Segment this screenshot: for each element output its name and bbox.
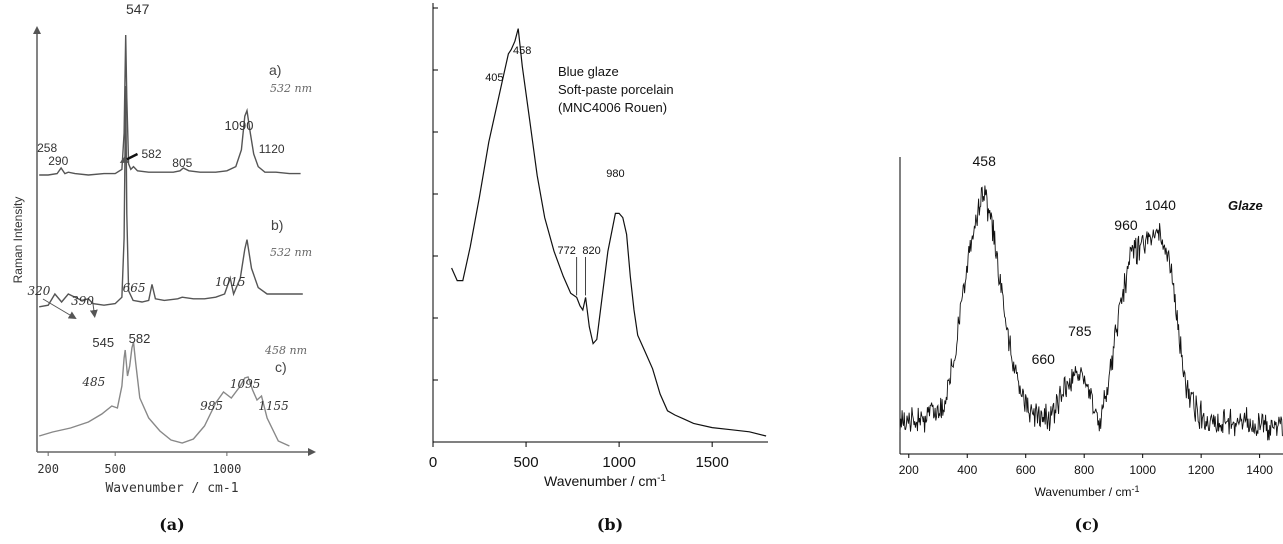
panel-a-series-c-wavelength: 458 nm xyxy=(264,344,307,357)
panel-a-x-tick-label: 1000 xyxy=(212,462,241,476)
panel-c-series-line xyxy=(899,185,1283,441)
panel-c-label: (c) xyxy=(1075,515,1100,534)
panel-a: 200 500 1000 Raman Intensity Wavenumber / … xyxy=(11,1,316,534)
panel-a-peak-label: 805 xyxy=(172,156,192,170)
panel-b-peak-label: 458 xyxy=(513,45,531,57)
panel-c-peak-label: 1040 xyxy=(1145,197,1176,213)
panel-b-peak-label: 980 xyxy=(606,168,624,180)
panel-b-x-tick-label: 500 xyxy=(514,454,539,471)
panel-c-x-tick-label: 800 xyxy=(1074,463,1094,477)
panel-c-peak-label: 785 xyxy=(1068,323,1092,339)
panel-a-series-1-line xyxy=(39,34,301,176)
panel-b-x-axis-label: Wavenumber / cm-1 xyxy=(544,473,666,489)
panel-a-peak-label: 582 xyxy=(141,147,161,161)
panel-a-peak-label: 1015 xyxy=(215,275,246,289)
panel-a-peak-label: 320 xyxy=(28,284,51,298)
panel-a-peak-label: 290 xyxy=(48,154,68,168)
panel-a-series-a-label: a) xyxy=(269,62,281,78)
panel-a-series-c-label: c) xyxy=(275,359,287,375)
panel-b-label: (b) xyxy=(597,515,623,534)
panel-a-y-axis-label: Raman Intensity xyxy=(11,197,25,284)
panel-a-peak-label: 1120 xyxy=(259,142,285,156)
panel-b-annotation-line1: Blue glaze xyxy=(558,64,619,79)
panel-a-peak-arrow xyxy=(89,300,98,318)
panel-a-peak-label: 1155 xyxy=(258,399,289,413)
panel-c-peak-label: 960 xyxy=(1114,217,1138,233)
panel-c-x-tick-label: 200 xyxy=(899,463,919,477)
panel-a-series-a-wavelength: 532 nm xyxy=(270,82,312,95)
panel-a-peak-label: 665 xyxy=(123,281,146,295)
panel-a-series-b-wavelength: 532 nm xyxy=(270,246,312,259)
panel-b-annotation-line3: (MNC4006 Rouen) xyxy=(558,100,667,115)
panel-a-peak-label: 1090 xyxy=(225,118,254,133)
panel-a-peak-arrow xyxy=(42,298,77,320)
panel-b-x-tick-label: 1000 xyxy=(602,454,635,471)
panel-a-series-3-line xyxy=(38,341,290,447)
panel-c-x-tick-label: 400 xyxy=(957,463,977,477)
panel-b-x-tick-label: 1500 xyxy=(695,454,728,471)
panel-a-x-tick-label: 200 xyxy=(37,462,59,476)
panel-a-label: (a) xyxy=(159,515,185,534)
panel-c-x-tick-label: 1200 xyxy=(1188,463,1215,477)
panel-a-peak-label: 985 xyxy=(200,399,223,413)
panel-a-peak-label: 582 xyxy=(129,331,151,346)
panel-a-x-tick-label: 500 xyxy=(104,462,126,476)
panel-a-peak-arrow xyxy=(119,152,139,164)
panel-a-x-axis-label: Wavenumber / cm-1 xyxy=(105,481,238,496)
panel-a-peak-label: 258 xyxy=(37,141,57,155)
panel-a-peak-label: 547 xyxy=(126,1,150,17)
panel-c-x-tick-label: 600 xyxy=(1016,463,1036,477)
panel-a-peak-label: 545 xyxy=(92,335,114,350)
panel-c-x-tick-label: 1400 xyxy=(1246,463,1273,477)
panel-a-series-2-line xyxy=(39,85,303,308)
panel-c-peak-label: 458 xyxy=(973,153,997,169)
panel-c: 200 400 600 800 1000 1200 1400 458 660 785 960 104… xyxy=(899,153,1283,534)
panel-c-x-axis-label: Wavenumber / cm-1 xyxy=(1035,484,1140,499)
panel-a-series-b-label: b) xyxy=(271,217,283,233)
panel-a-peak-label: 485 xyxy=(81,375,105,389)
panel-c-x-tick-label: 1000 xyxy=(1129,463,1156,477)
panel-b-peak-label: 772 xyxy=(557,245,575,257)
panel-a-peak-label: 1095 xyxy=(230,377,261,391)
panel-b-peak-label: 405 xyxy=(485,72,503,84)
panel-c-annotation: Glaze xyxy=(1228,198,1263,213)
panel-b-x-tick-label: 0 xyxy=(429,454,437,471)
panel-a-peak-label: 390 xyxy=(71,294,94,308)
panel-b-annotation-line2: Soft-paste porcelain xyxy=(558,82,674,97)
panel-b-series-line xyxy=(451,28,767,437)
panel-b-peak-label: 820 xyxy=(582,245,600,257)
panel-c-peak-label: 660 xyxy=(1032,351,1056,367)
